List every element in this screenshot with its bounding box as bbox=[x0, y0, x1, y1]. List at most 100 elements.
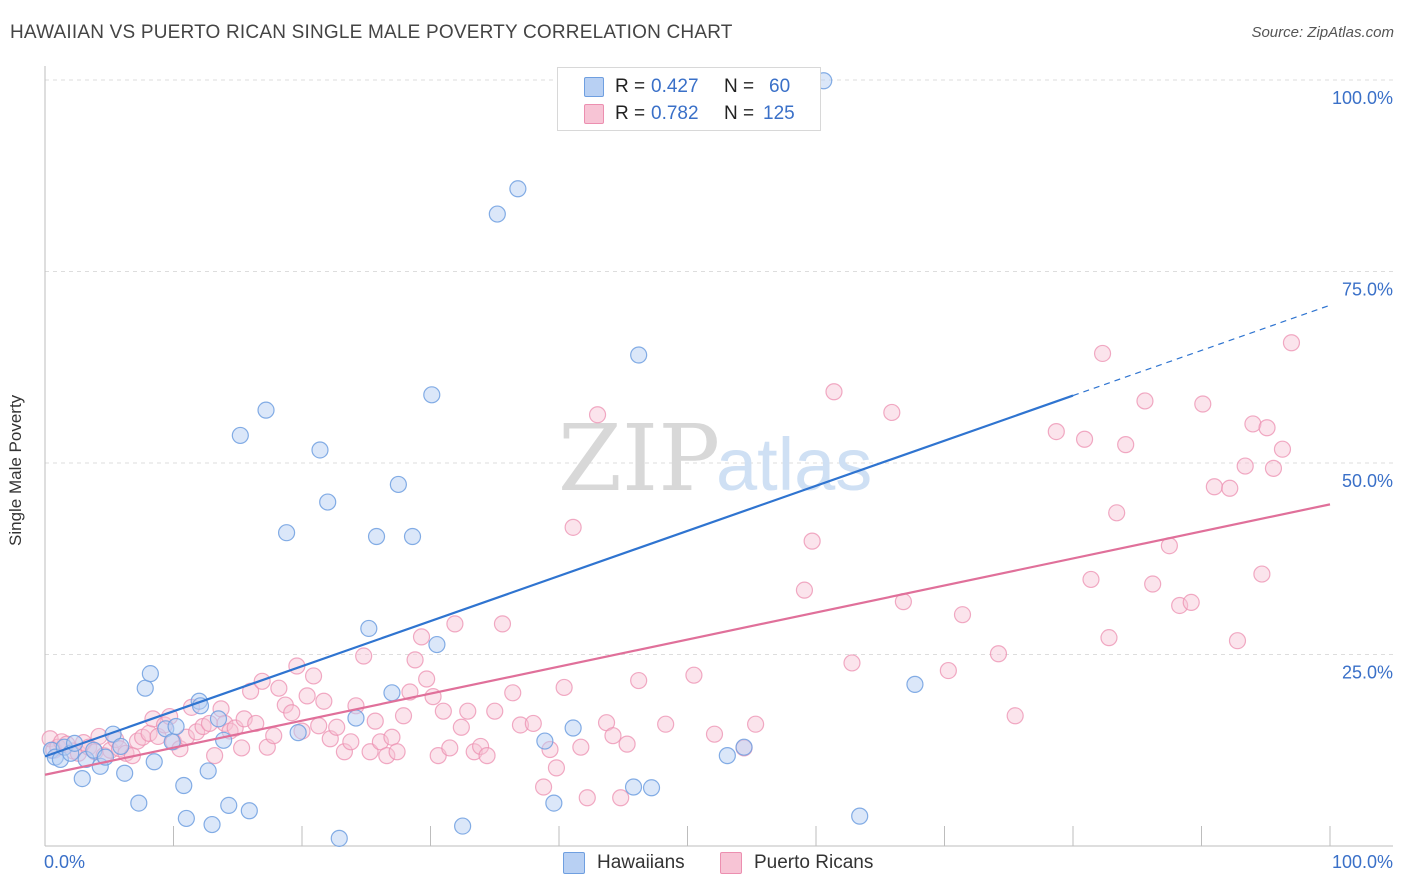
axes bbox=[44, 66, 1393, 847]
puerto-ricans-point bbox=[612, 789, 630, 807]
puerto-ricans-point bbox=[383, 728, 401, 746]
puerto-ricans-point bbox=[1258, 419, 1276, 437]
puerto-ricans-point bbox=[1194, 395, 1212, 413]
puerto-ricans-point bbox=[412, 628, 431, 646]
r-label: R = bbox=[615, 76, 646, 97]
hawaiians-point bbox=[428, 635, 446, 654]
puerto-ricans-point bbox=[1108, 504, 1126, 522]
puerto-ricans-point bbox=[406, 651, 424, 669]
hawaiians-point bbox=[141, 665, 159, 683]
hawaiians-point bbox=[209, 710, 228, 728]
hawaiians-point bbox=[73, 769, 91, 788]
puerto-ricans-point bbox=[1228, 632, 1247, 650]
puerto-ricans-point bbox=[270, 679, 288, 697]
puerto-ricans-point bbox=[342, 733, 360, 751]
puerto-ricans-point bbox=[1136, 392, 1154, 410]
n-value: 60 bbox=[769, 76, 791, 97]
grid bbox=[45, 79, 1393, 655]
puerto-ricans-point bbox=[441, 739, 459, 757]
puerto-ricans-point bbox=[1082, 570, 1100, 589]
puerto-ricans-point bbox=[685, 666, 703, 684]
puerto-ricans-point bbox=[355, 647, 373, 665]
puerto-ricans-point bbox=[304, 667, 323, 685]
puerto-ricans-point bbox=[1253, 565, 1271, 583]
legend-label: Puerto Ricans bbox=[754, 852, 874, 873]
hawaiians-point bbox=[360, 619, 378, 638]
trend-lines bbox=[44, 304, 1331, 776]
y-tick-label: 100.0% bbox=[1332, 88, 1393, 108]
puerto-ricans-point bbox=[1117, 436, 1135, 454]
puerto-ricans-point bbox=[452, 718, 470, 736]
hawaiians-point bbox=[367, 527, 386, 546]
puerto-ricans-legend-swatch bbox=[720, 852, 742, 874]
puerto-ricans-trend-line bbox=[44, 503, 1331, 776]
hawaiians-point bbox=[423, 386, 441, 404]
watermark-atlas: atlas bbox=[716, 423, 872, 506]
puerto-ricans-point bbox=[459, 702, 477, 720]
hawaiians-point bbox=[167, 717, 185, 736]
puerto-ricans-point bbox=[803, 532, 821, 550]
hawaiians-point bbox=[199, 762, 217, 780]
puerto-ricans-point bbox=[486, 702, 504, 720]
hawaiians-point bbox=[215, 731, 233, 749]
puerto-ricans-point bbox=[206, 747, 224, 765]
hawaiians-trend-extension bbox=[1072, 304, 1331, 397]
r-value: 0.782 bbox=[651, 103, 699, 124]
n-label: N = bbox=[724, 103, 755, 124]
puerto-ricans-point bbox=[1236, 457, 1254, 475]
hawaiians-point bbox=[191, 697, 210, 715]
hawaiians-point bbox=[488, 205, 506, 223]
puerto-ricans-point bbox=[226, 719, 244, 737]
n-value: 125 bbox=[763, 103, 795, 124]
puerto-ricans-point bbox=[825, 383, 843, 401]
hawaiians-point bbox=[630, 346, 648, 364]
puerto-ricans-point bbox=[478, 747, 496, 765]
puerto-ricans-point bbox=[795, 581, 814, 599]
hawaiians-point bbox=[311, 441, 329, 459]
puerto-ricans-point bbox=[883, 403, 901, 422]
hawaiians-point bbox=[624, 778, 643, 796]
hawaiians-point bbox=[145, 753, 163, 771]
hawaiians-point bbox=[564, 719, 582, 737]
hawaiians-point bbox=[509, 180, 527, 198]
puerto-ricans-point bbox=[335, 743, 354, 761]
hawaiians-point bbox=[536, 732, 554, 750]
hawaiians-point bbox=[735, 738, 753, 756]
puerto-ricans-point bbox=[1205, 478, 1223, 496]
puerto-ricans-point bbox=[989, 645, 1008, 663]
hawaiians-point bbox=[277, 524, 296, 542]
hawaiians-point bbox=[319, 493, 337, 511]
puerto-ricans-point bbox=[1093, 344, 1112, 363]
puerto-ricans-point bbox=[511, 716, 530, 734]
hawaiians-point bbox=[851, 807, 869, 825]
hawaiians-point bbox=[383, 684, 401, 702]
puerto-ricans-point bbox=[572, 738, 590, 756]
puerto-ricans-point bbox=[315, 692, 333, 710]
legend-label: Hawaiians bbox=[597, 852, 685, 873]
hawaiians-point bbox=[642, 779, 661, 797]
puerto-ricans-point bbox=[361, 743, 379, 761]
puerto-ricans-point bbox=[555, 678, 573, 697]
puerto-ricans-point bbox=[366, 712, 384, 730]
puerto-ricans-point bbox=[446, 615, 464, 633]
puerto-ricans-point bbox=[1282, 334, 1301, 352]
hawaiians-point bbox=[389, 475, 407, 494]
puerto-ricans-point bbox=[233, 739, 251, 757]
puerto-ricans-point bbox=[547, 759, 566, 777]
puerto-ricans-point bbox=[283, 704, 301, 722]
hawaiians-point bbox=[136, 679, 154, 697]
y-tick-label: 25.0% bbox=[1342, 663, 1393, 683]
puerto-ricans-swatch bbox=[584, 104, 604, 124]
puerto-ricans-point bbox=[843, 654, 861, 672]
puerto-ricans-point bbox=[1144, 575, 1162, 593]
hawaiians-point bbox=[347, 709, 365, 727]
puerto-ricans-point bbox=[705, 725, 724, 743]
hawaiians-point bbox=[177, 809, 195, 828]
watermark-zip: ZIP bbox=[558, 405, 720, 512]
puerto-ricans-point bbox=[418, 670, 436, 688]
y-tick-label: 50.0% bbox=[1342, 471, 1393, 491]
puerto-ricans-point bbox=[534, 778, 553, 796]
puerto-ricans-point bbox=[1100, 629, 1118, 647]
puerto-ricans-point bbox=[939, 661, 957, 680]
